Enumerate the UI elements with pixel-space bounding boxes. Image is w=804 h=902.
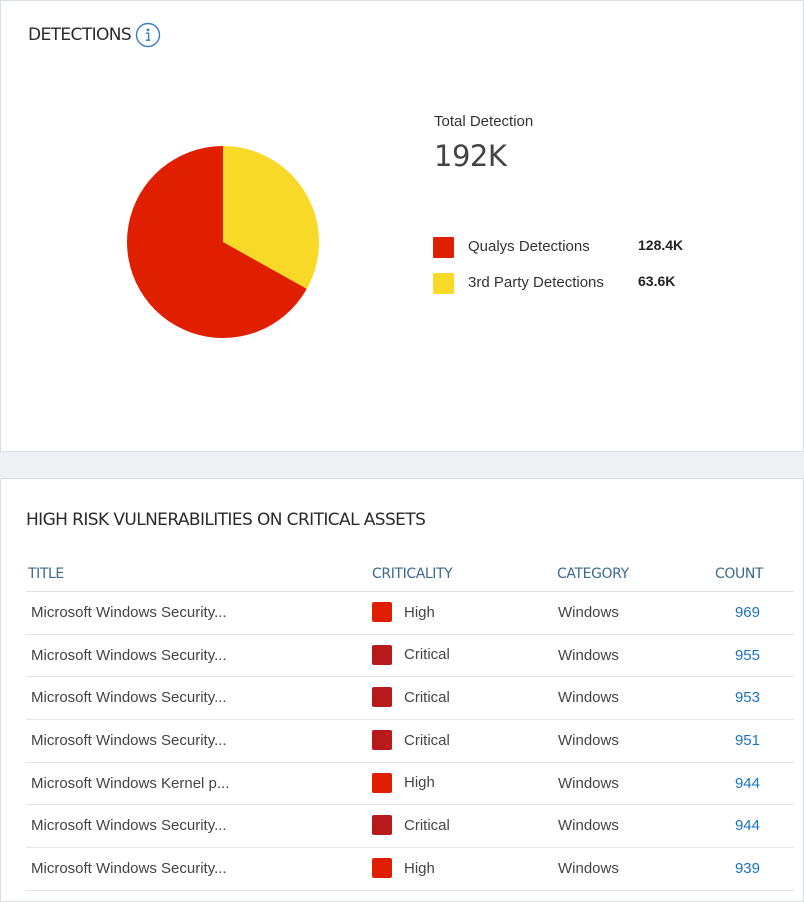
table-row[interactable]: Microsoft Windows Security... Critical Win… [26,635,794,678]
criticality-swatch [372,730,392,751]
criticality-label: Critical [404,816,450,834]
criticality-label: High [404,603,435,621]
vulnerability-title[interactable]: Microsoft Windows Security... [31,604,227,621]
column-header-category[interactable]: CATEGORY [557,566,629,582]
legend-swatch [433,272,454,294]
vulnerability-title[interactable]: Microsoft Windows Security... [31,646,227,664]
vulnerabilities-table-body: Microsoft Windows Security... High Windows… [26,592,794,891]
criticality-swatch [372,858,392,879]
criticality-swatch [372,644,392,665]
criticality-label: High [404,859,435,877]
table-row[interactable]: Microsoft Windows Security... Critical Win… [26,805,794,849]
count-link[interactable]: 939 [734,860,760,878]
total-detection-label: Total Detection [434,113,534,130]
pie-slice-qualys[interactable] [127,146,307,338]
legend-swatch [433,236,454,258]
count-link[interactable]: 955 [734,646,760,664]
legend-item-third-party[interactable]: 3rd Party Detections 63.6K [433,271,675,295]
vulnerability-title[interactable]: Microsoft Windows Security... [31,817,227,835]
legend-value: 63.6K [638,273,676,289]
detections-pie-chart [125,144,321,340]
vulnerability-title[interactable]: Microsoft Windows Security... [31,732,227,750]
criticality-cell: Critical [372,815,450,836]
count-link[interactable]: 953 [734,689,760,707]
criticality-swatch [372,815,392,836]
count-link[interactable]: 944 [734,817,760,835]
table-row[interactable]: Microsoft Windows Security... Critical Win… [26,720,794,763]
criticality-label: Critical [404,646,450,664]
category-cell: Windows [558,646,619,664]
legend-label: 3rd Party Detections [468,274,604,291]
criticality-cell: Critical [372,644,450,665]
column-header-count[interactable]: COUNT [715,566,764,582]
criticality-cell: Critical [372,687,450,708]
detections-panel: DETECTIONS Total Detection 192K Qualys D… [0,0,804,452]
criticality-cell: Critical [372,730,450,751]
table-row[interactable]: Microsoft Windows Security... High Windows… [26,592,794,635]
total-detection-value: 192K [434,139,507,173]
count-link[interactable]: 969 [734,604,760,621]
high-risk-vulnerabilities-panel: HIGH RISK VULNERABILITIES ON CRITICAL AS… [0,478,804,902]
criticality-swatch [372,687,392,708]
criticality-cell: High [372,602,435,622]
vulnerability-title[interactable]: Microsoft Windows Security... [31,689,227,707]
vulnerability-title[interactable]: Microsoft Windows Kernel p... [31,774,230,792]
vulnerability-title[interactable]: Microsoft Windows Security... [31,860,227,878]
pie-slice-third-party[interactable] [223,146,319,289]
criticality-label: Critical [404,731,450,749]
table-row[interactable]: Microsoft Windows Security... Critical Win… [26,677,794,721]
count-link[interactable]: 944 [734,774,760,792]
table-header-divider [26,591,794,592]
criticality-swatch [372,772,392,793]
legend-label: Qualys Detections [468,238,590,255]
category-cell: Windows [558,604,619,621]
vulnerabilities-title: HIGH RISK VULNERABILITIES ON CRITICAL AS… [26,510,426,530]
category-cell: Windows [558,689,619,707]
category-cell: Windows [558,860,619,878]
criticality-cell: High [372,772,435,793]
category-cell: Windows [558,774,619,792]
criticality-cell: High [372,858,435,879]
column-header-title[interactable]: TITLE [28,566,64,582]
criticality-swatch [372,602,392,622]
legend-item-qualys[interactable]: Qualys Detections 128.4K [433,235,683,259]
table-row[interactable]: Microsoft Windows Kernel p... High Windows… [26,763,794,806]
count-link[interactable]: 951 [734,732,760,750]
category-cell: Windows [558,732,619,750]
column-header-criticality[interactable]: CRITICALITY [372,566,453,582]
criticality-label: High [404,774,435,792]
detections-title: DETECTIONS [28,25,132,45]
info-icon[interactable] [135,22,161,48]
legend-value: 128.4K [638,237,684,253]
table-row[interactable]: Microsoft Windows Security... High Windows… [26,848,794,891]
category-cell: Windows [558,817,619,835]
criticality-label: Critical [404,688,450,706]
